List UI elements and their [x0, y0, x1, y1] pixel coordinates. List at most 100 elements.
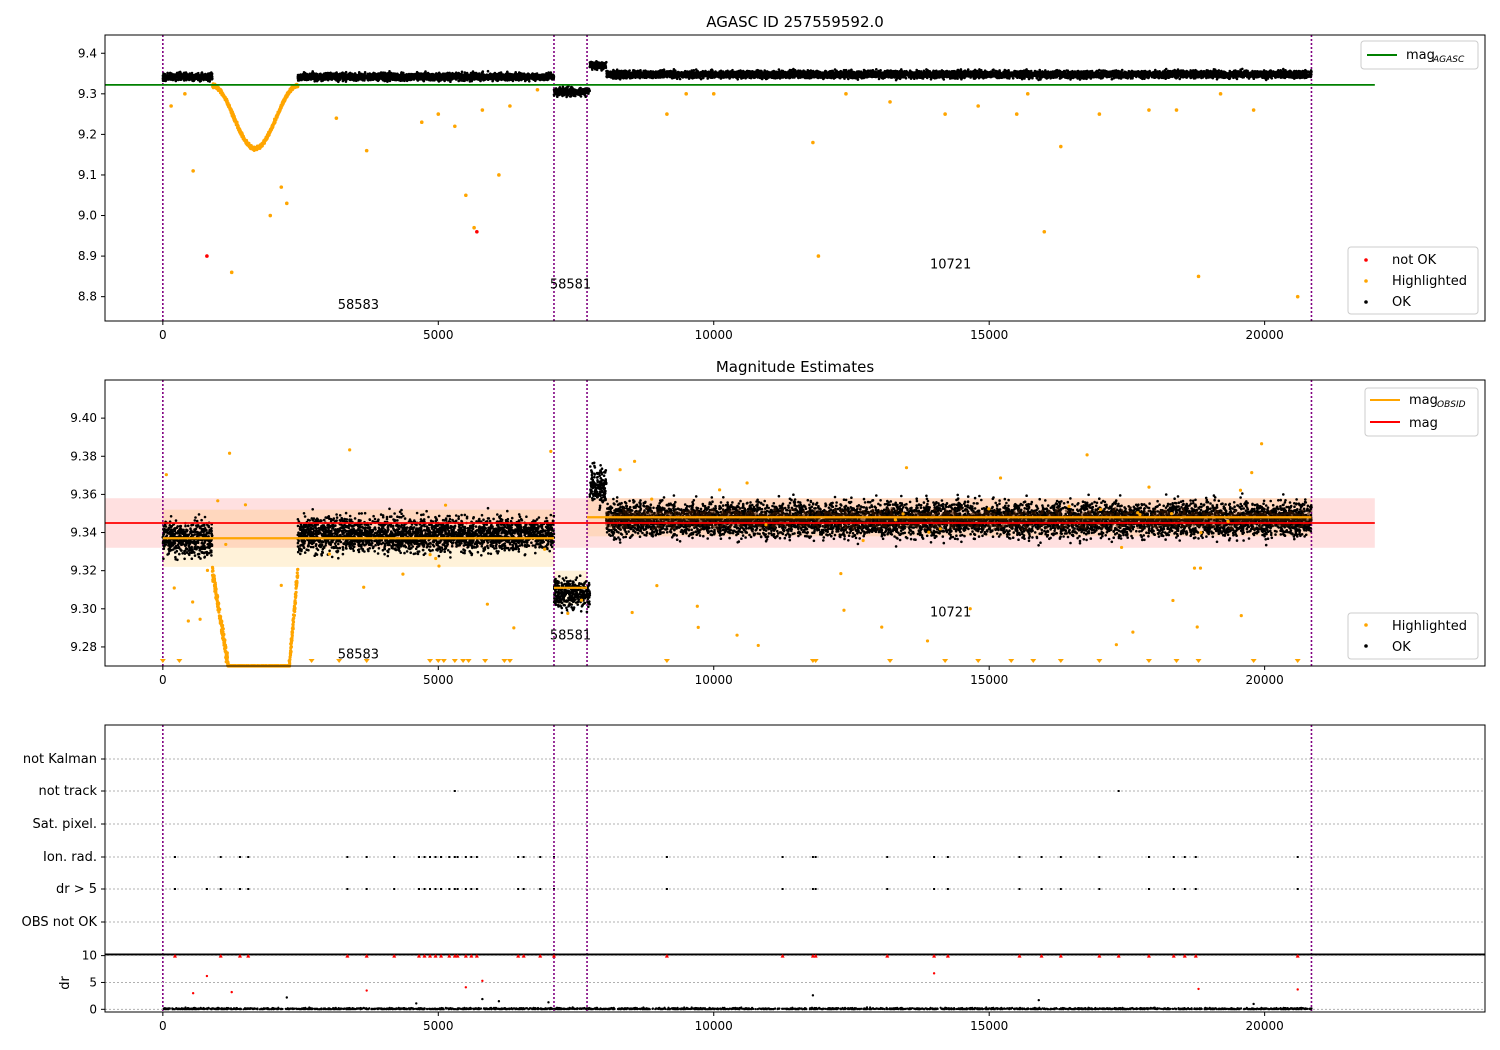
flag-point — [393, 888, 396, 890]
flag-point — [238, 856, 241, 858]
highlighted-point — [717, 488, 722, 492]
highlighted-point — [1138, 512, 1142, 517]
flag-point — [453, 790, 456, 792]
highlighted-point — [618, 468, 622, 472]
highlighted-point — [1251, 108, 1256, 112]
highlighted-point — [1171, 598, 1175, 603]
highlighted-point — [943, 112, 947, 116]
dr-not-ok-point — [481, 979, 484, 983]
y-tick-label: 9.34 — [70, 526, 97, 540]
clipped-marker — [506, 659, 513, 663]
flag-point — [423, 888, 426, 890]
obsid-label: 58583 — [338, 647, 379, 662]
flag-point — [346, 856, 349, 858]
legend-subscript: AGASC — [1432, 55, 1465, 65]
highlighted-point — [279, 185, 284, 189]
dr-clipped-marker — [417, 953, 422, 958]
flag-point — [440, 888, 443, 890]
dr-clipped-marker — [455, 953, 460, 958]
flag-point — [440, 856, 443, 858]
category-label: Sat. pixel. — [33, 817, 97, 832]
highlighted-point — [630, 610, 634, 615]
highlighted-point — [976, 104, 980, 108]
flag-point — [1183, 856, 1186, 858]
highlighted-point — [172, 586, 176, 590]
flag-point — [470, 856, 473, 858]
flag-point — [886, 856, 889, 858]
flag-point — [470, 888, 473, 890]
clipped-marker — [1030, 659, 1037, 663]
highlighted-point — [428, 553, 432, 557]
category-label: OBS not OK — [22, 915, 98, 930]
flag-point — [811, 856, 814, 858]
highlighted-point — [998, 476, 1003, 480]
flag-point — [464, 888, 467, 890]
highlighted-point — [1097, 112, 1102, 116]
highlighted-point — [436, 112, 441, 116]
clipped-marker — [1008, 659, 1015, 663]
axis-ticks: 9.28 9.30 9.32 9.34 9.36 9.38 9.40 0 5000 10000 15… — [70, 411, 1283, 687]
flag-point — [1018, 888, 1021, 890]
axes-frame — [104, 379, 1486, 667]
plot-area — [105, 953, 1485, 1011]
highlighted-point — [904, 466, 909, 470]
flag-point — [1117, 790, 1120, 792]
clipped-marker — [887, 659, 894, 663]
highlighted-point — [938, 527, 942, 531]
flag-point — [475, 856, 478, 858]
dr-not-ok-point — [230, 990, 233, 994]
legend-upper: mag OBSID mag — [1364, 387, 1479, 437]
highlighted-point — [1085, 453, 1089, 457]
highlighted-point — [888, 100, 892, 104]
dr-clipped-marker — [945, 953, 950, 958]
highlighted-point — [364, 148, 369, 153]
flag-point — [811, 888, 814, 890]
dr-clipped-marker — [551, 953, 556, 958]
highlighted-point — [243, 503, 248, 507]
category-label: dr > 5 — [56, 882, 97, 897]
clipped-marker — [1195, 659, 1202, 663]
highlighted-point — [695, 604, 699, 608]
highlighted-point — [169, 104, 173, 108]
highlighted-point — [362, 585, 366, 589]
clipped-marker — [451, 659, 458, 663]
dr-clipped-marker — [469, 953, 474, 958]
axis-ticks: 8.8 8.9 9.0 9.1 9.2 9.3 9.4 0 5000 10000 15000 2000… — [78, 46, 1284, 342]
flag-point — [247, 888, 250, 890]
highlighted-point — [419, 120, 424, 125]
highlighted-point — [1147, 108, 1151, 112]
flag-point — [1147, 856, 1150, 858]
highlighted-point — [1119, 545, 1124, 550]
dr-point — [497, 1000, 501, 1003]
highlighted-point — [1067, 504, 1071, 508]
dr-clipped-marker — [538, 953, 543, 958]
x-tick-label: 0 — [159, 673, 167, 687]
dr-clipped-marker — [1193, 953, 1198, 958]
dr-clipped-marker — [428, 953, 433, 958]
dr-clipped-marker — [1182, 953, 1187, 958]
highlighted-point — [164, 473, 168, 477]
plot-area: 58583 58581 10721 — [105, 35, 1375, 321]
highlighted-point — [401, 572, 405, 576]
flag-point — [448, 856, 451, 858]
axes-frame — [104, 953, 1486, 1013]
dr-not-ok-point — [932, 972, 936, 975]
dr-not-ok-point — [191, 992, 195, 995]
panel-agasc: AGASC ID 257559592.0 8.8 8.9 9.0 9.1 9.2 9.3 9… — [78, 13, 1486, 342]
clipped-marker — [1145, 659, 1152, 663]
flag-point — [173, 856, 176, 858]
y-tick-label: 9.2 — [78, 127, 97, 141]
highlighted-point — [1025, 92, 1030, 96]
highlighted-point — [508, 104, 512, 108]
clipped-marker — [176, 659, 183, 663]
highlighted-point — [434, 556, 438, 561]
dr-clipped-marker — [885, 953, 890, 958]
flag-point — [814, 888, 817, 890]
dr-clipped-marker — [813, 953, 818, 958]
flag-point — [814, 856, 817, 858]
y-tick-label: 9.40 — [70, 411, 97, 425]
axis-ticks: not Kalman not track Sat. pixel. Ion. rad. d… — [22, 752, 105, 930]
dr-clipped-marker — [1171, 953, 1176, 958]
flag-point — [522, 856, 525, 858]
clipped-marker — [363, 659, 370, 663]
